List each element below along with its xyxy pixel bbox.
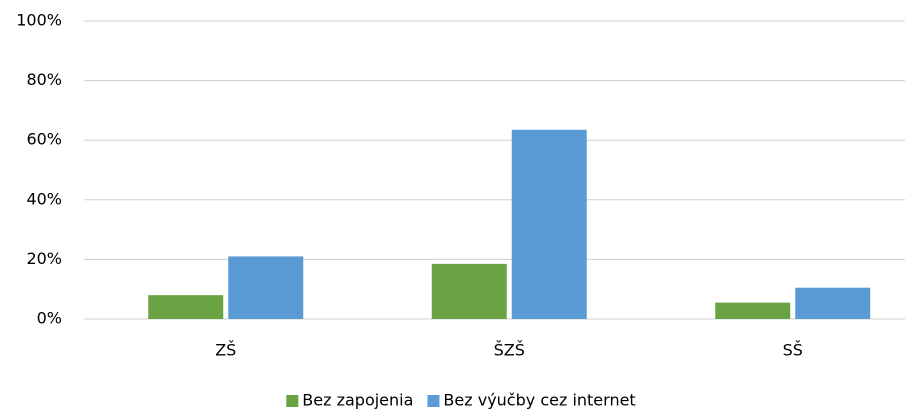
legend-swatch (427, 395, 440, 407)
y-tick-label: 100% (16, 11, 62, 30)
bar (431, 263, 507, 319)
bar (795, 287, 871, 319)
y-tick-label: 80% (26, 70, 62, 89)
legend-label: Bez výučby cez internet (443, 391, 635, 410)
bar (715, 302, 791, 319)
x-tick-label: ZŠ (215, 341, 236, 360)
legend-item: Bez výučby cez internet (427, 391, 636, 410)
legend-label: Bez zapojenia (302, 391, 413, 410)
y-tick-label: 20% (26, 249, 62, 268)
bar (511, 129, 587, 319)
y-tick-label: 40% (26, 189, 62, 208)
legend-item: Bez zapojenia (286, 391, 413, 410)
bar (148, 295, 224, 319)
y-tick-label: 0% (37, 309, 62, 328)
x-tick-label: SŠ (783, 341, 803, 360)
x-tick-label: ŠZŠ (494, 341, 525, 360)
legend-swatch (286, 395, 299, 407)
bar (228, 256, 304, 319)
y-tick-label: 60% (26, 130, 62, 149)
